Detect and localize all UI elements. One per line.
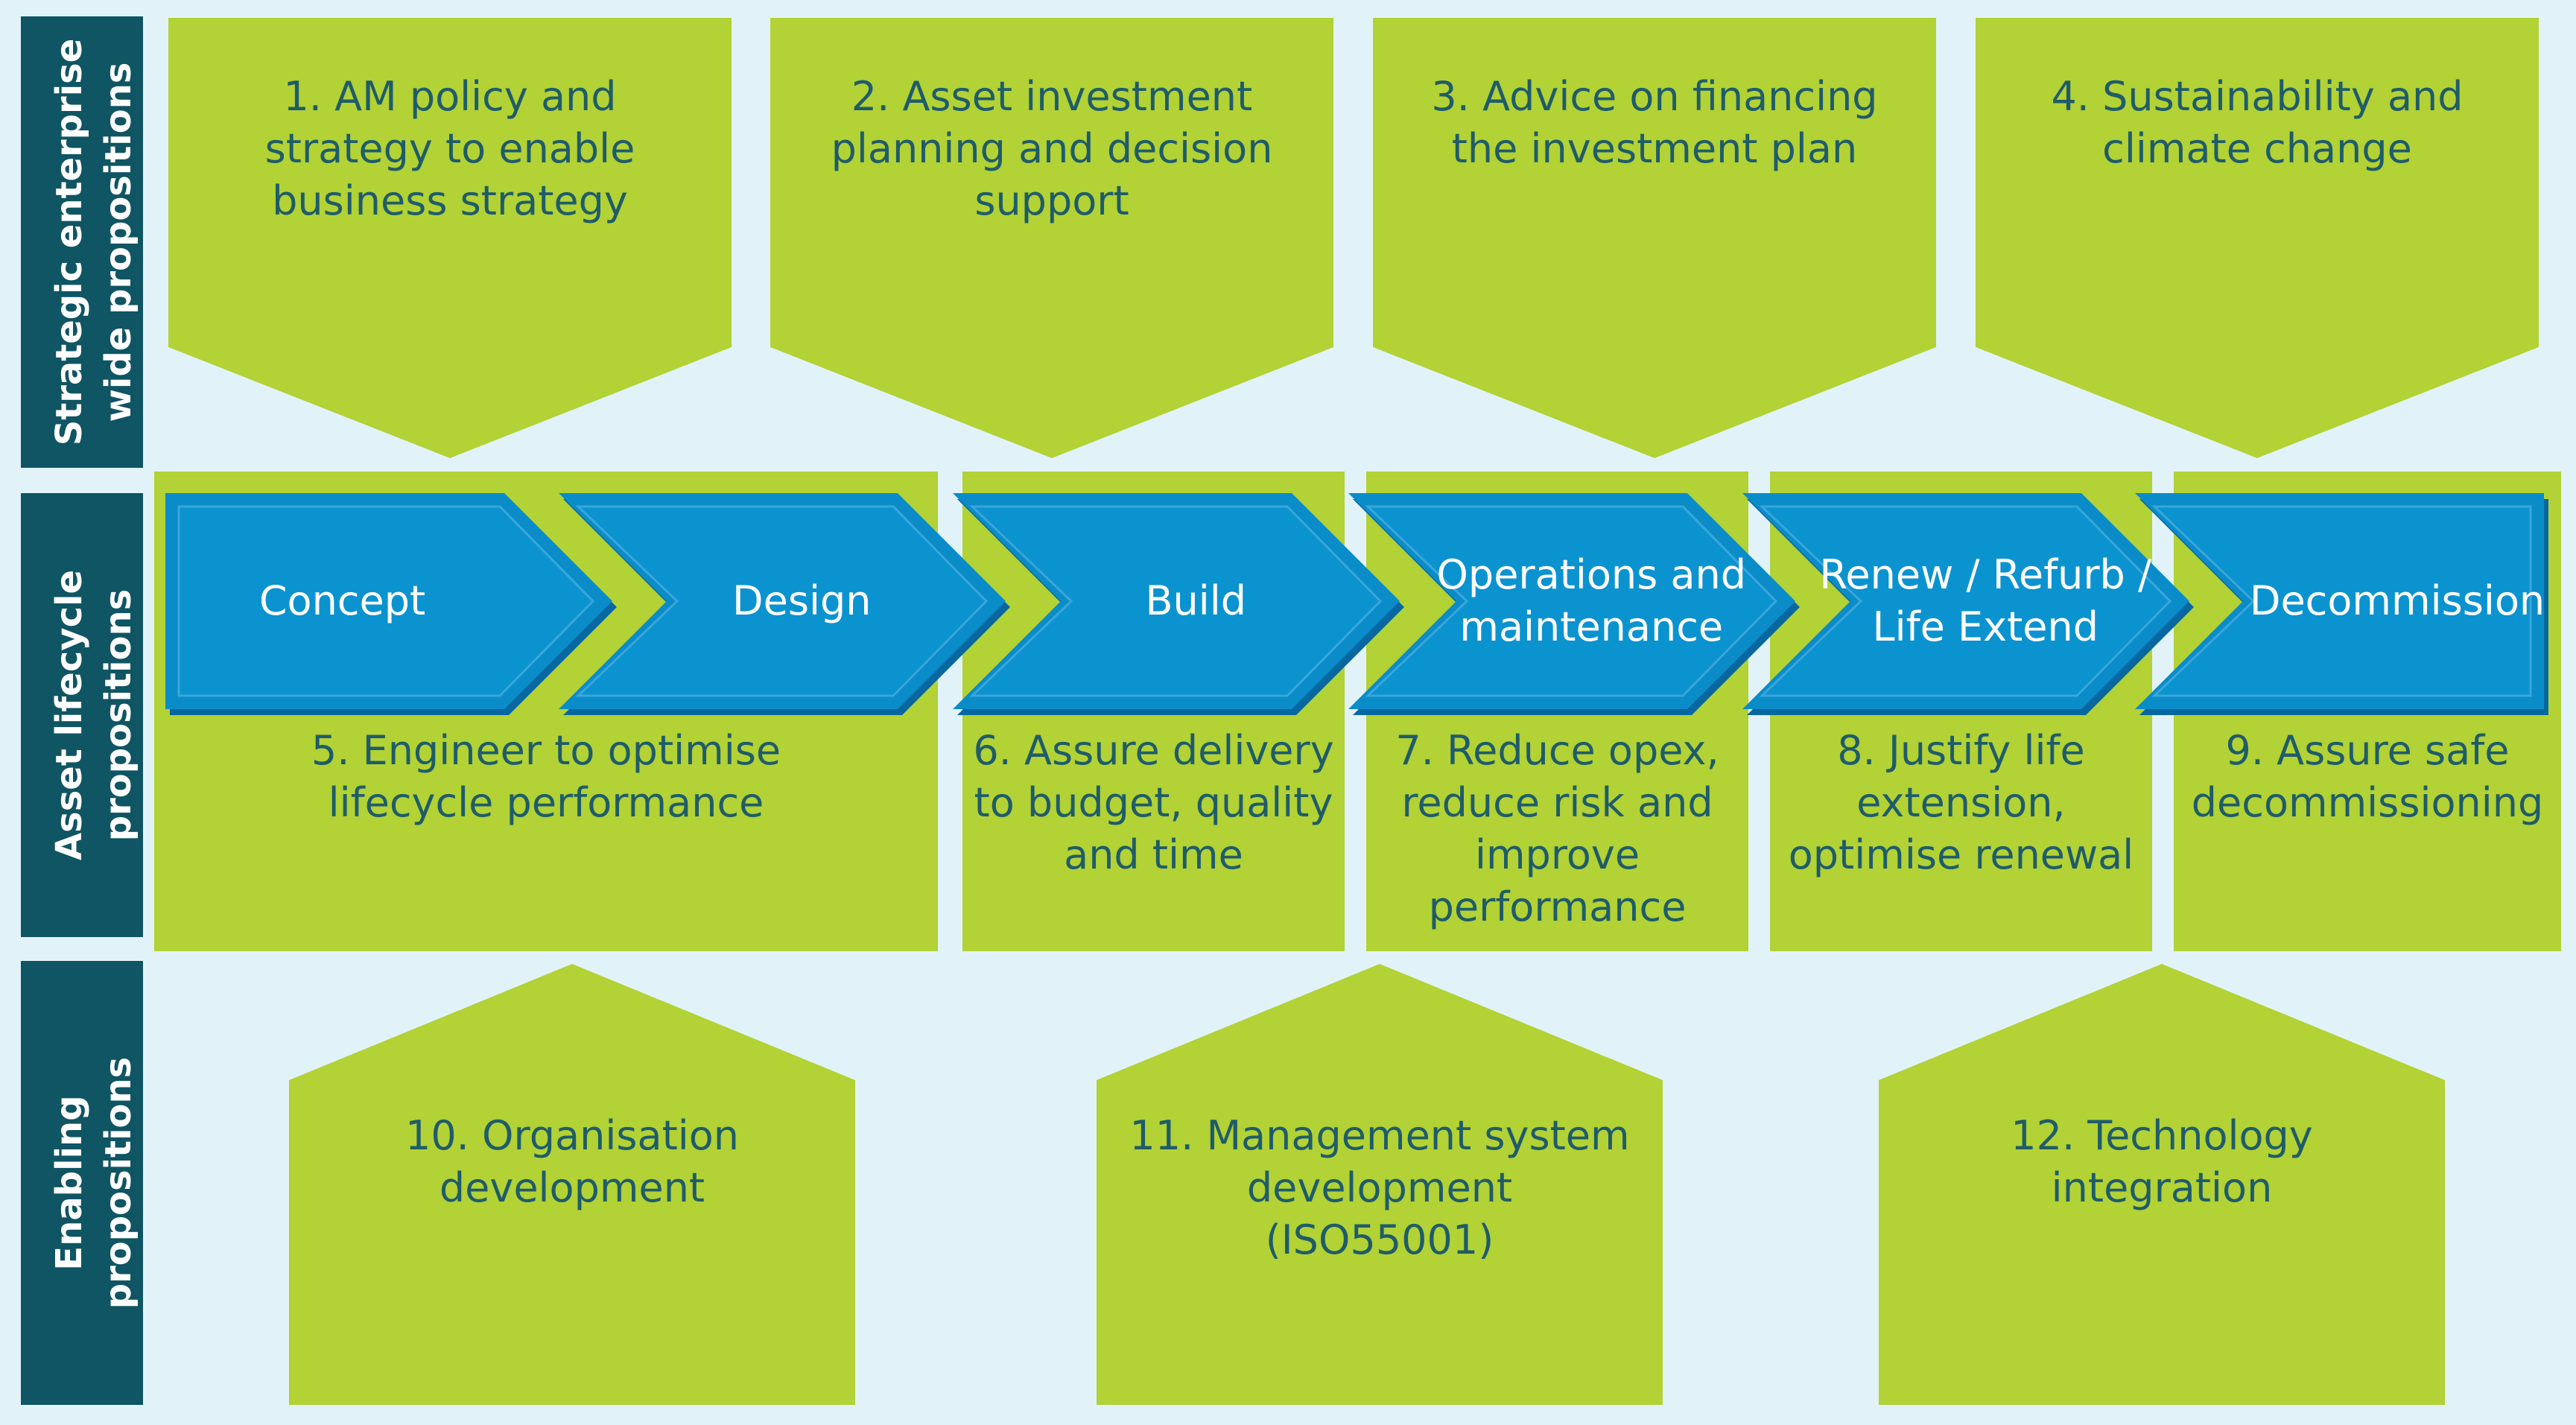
lifecycle-proposition-text-line: 8. Justify life (1837, 727, 2085, 774)
strategic-proposition-text-line: climate change (2102, 125, 2412, 172)
enabling-proposition-text-line: (ISO55001) (1266, 1216, 1494, 1263)
lifecycle-stage-label: Design (732, 577, 871, 624)
lifecycle-stage-label-line: Concept (259, 577, 425, 624)
lifecycle-stage-label-line: Operations and (1436, 551, 1746, 598)
lifecycle-proposition-text: 7. Reduce opex, reduce risk and improve per… (1395, 727, 1719, 930)
enabling-proposition-text-line: 12. Technology (2011, 1112, 2313, 1159)
lifecycle-proposition-text-line: 9. Assure safe (2226, 727, 2510, 774)
lifecycle-proposition-text-line: 5. Engineer to optimise (311, 727, 781, 774)
lifecycle-proposition-text-line: reduce risk and (1401, 779, 1713, 826)
enabling-proposition-text-line: 10. Organisation (405, 1112, 739, 1159)
strategic-proposition-text-line: 2. Asset investment (851, 73, 1252, 120)
lifecycle-stage-label-line: maintenance (1459, 603, 1723, 650)
lifecycle-stage-label-line: Renew / Refurb / (1819, 551, 2152, 598)
enabling-proposition-text: 12. Technology integration (2011, 1112, 2313, 1211)
lifecycle-stage-label: Renew / Refurb / Life Extend (1819, 551, 2152, 650)
row-label-band (21, 16, 143, 468)
row-label-text: Strategic enterprise wide propositions (48, 39, 139, 446)
lifecycle-proposition-text-line: and time (1064, 831, 1243, 878)
strategic-proposition-text-line: support (974, 177, 1129, 224)
row-label-band (21, 961, 143, 1405)
lifecycle-proposition-text-line: optimise renewal (1789, 831, 2134, 878)
enabling-proposition-text-line: development (440, 1164, 705, 1211)
lifecycle-stage-label: Concept (259, 577, 425, 624)
enabling-proposition-shape (289, 964, 855, 1405)
enabling-proposition-shape (1097, 964, 1663, 1405)
lifecycle-stage-label: Build (1145, 577, 1246, 624)
row-label-text-line: Enabling (48, 1095, 90, 1270)
lifecycle-proposition-text-line: 7. Reduce opex, (1395, 727, 1719, 774)
lifecycle-stage-face (575, 505, 989, 697)
row-label-text: Asset lifecycle propositions (48, 570, 139, 860)
enabling-proposition-text-line: 11. Management system (1129, 1112, 1629, 1159)
strategic-proposition-text-line: 1. AM policy and (283, 73, 616, 120)
strategic-proposition-text: 3. Advice on financing the investment pla… (1431, 73, 1877, 172)
enabling-proposition-text: 10. Organisation development (405, 1112, 739, 1211)
lifecycle-stage-face (1365, 505, 1778, 697)
strategic-proposition-text-line: 3. Advice on financing (1431, 73, 1877, 120)
strategic-proposition-text: 2. Asset investment planning and decision… (831, 73, 1273, 224)
lifecycle-stage-label-line: Build (1145, 577, 1246, 624)
lifecycle-proposition-text-line: 6. Assure delivery (973, 727, 1333, 774)
lifecycle-proposition-text-line: extension, (1856, 779, 2065, 826)
row-label-text-line: Asset lifecycle (48, 570, 90, 860)
lifecycle-proposition-text-line: decommissioning (2192, 779, 2543, 826)
lifecycle-stage-label-line: Decommission (2250, 577, 2545, 624)
lifecycle-stage-label-line: Design (732, 577, 871, 624)
strategic-proposition-text-line: strategy to enable (265, 125, 635, 172)
lifecycle-stage-face (177, 505, 595, 697)
lifecycle-stage-face (969, 505, 1383, 697)
strategic-proposition-text-line: the investment plan (1452, 125, 1857, 172)
enabling-proposition-text-line: development (1247, 1164, 1512, 1211)
lifecycle-stage-label: Operations and maintenance (1436, 551, 1746, 650)
lifecycle-proposition-text-line: lifecycle performance (329, 779, 764, 826)
strategic-proposition-shape (1373, 18, 1936, 458)
row-label-text: Enabling propositions (48, 1057, 139, 1309)
lifecycle-stage-face (1759, 505, 2172, 697)
lifecycle-proposition-text-line: to budget, quality (974, 779, 1333, 826)
lifecycle-proposition-text: 5. Engineer to optimise lifecycle perform… (311, 727, 781, 826)
strategic-proposition-text: 4. Sustainability and climate change (2051, 73, 2463, 172)
lifecycle-proposition-text-line: improve (1475, 831, 1640, 878)
enabling-proposition-shape (1879, 964, 2445, 1405)
lifecycle-stage-label-line: Life Extend (1873, 603, 2098, 650)
row-label-text-line: Strategic enterprise (48, 39, 90, 446)
lifecycle-proposition-text: 6. Assure delivery to budget, quality and … (973, 727, 1333, 878)
strategic-proposition-text: 1. AM policy and strategy to enable busine… (265, 73, 635, 224)
lifecycle-stage-face (2151, 505, 2532, 697)
strategic-proposition-shape (168, 18, 732, 458)
lifecycle-proposition-text: 9. Assure safe decommissioning (2192, 727, 2543, 826)
strategic-proposition-shape (770, 18, 1333, 458)
row-label-text-line: propositions (98, 1057, 139, 1309)
strategic-proposition-text-line: business strategy (272, 177, 628, 224)
enabling-proposition-text: 11. Management system development (ISO5500… (1129, 1112, 1629, 1263)
lifecycle-proposition-text-line: performance (1429, 883, 1687, 930)
strategic-proposition-text-line: planning and decision (831, 125, 1273, 172)
row-label-band (21, 493, 143, 937)
enabling-proposition-text-line: integration (2052, 1164, 2273, 1211)
row-label-text-line: wide propositions (98, 63, 139, 422)
row-label-text-line: propositions (98, 589, 139, 841)
lifecycle-proposition-text: 8. Justify life extension, optimise renewa… (1789, 727, 2134, 878)
lifecycle-stage-label: Decommission (2250, 577, 2545, 624)
strategic-proposition-text-line: 4. Sustainability and (2051, 73, 2463, 120)
strategic-proposition-shape (1976, 18, 2539, 458)
